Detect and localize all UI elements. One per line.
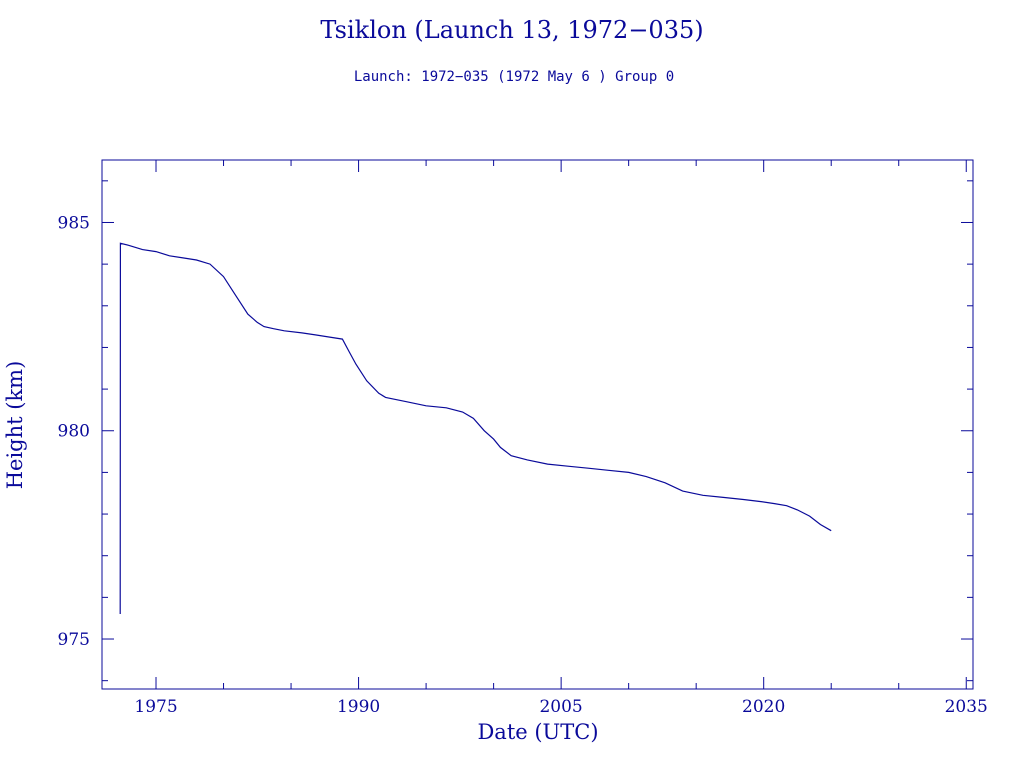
chart-title: Tsiklon (Launch 13, 1972−035) [320, 16, 703, 44]
y-tick-label: 985 [58, 213, 90, 233]
x-tick-labels: 1975 1990 2005 2020 2035 [134, 697, 987, 717]
x-tick-label: 2035 [945, 697, 988, 717]
x-tick-label: 2005 [539, 697, 582, 717]
x-tick-label: 2020 [742, 697, 785, 717]
plot-frame [101, 159, 974, 690]
x-tick-label: 1975 [134, 697, 177, 717]
series-line [119, 242, 832, 615]
chart-subtitle: Launch: 1972−035 (1972 May 6 ) Group 0 [354, 69, 674, 85]
tick-marks [102, 160, 973, 689]
x-axis-label: Date (UTC) [477, 720, 598, 744]
x-tick-label: 1990 [337, 697, 380, 717]
y-tick-label: 975 [58, 630, 90, 650]
y-tick-label: 980 [58, 422, 90, 442]
y-tick-labels: 975 980 985 [58, 213, 90, 650]
y-axis-label: Height (km) [3, 361, 27, 490]
